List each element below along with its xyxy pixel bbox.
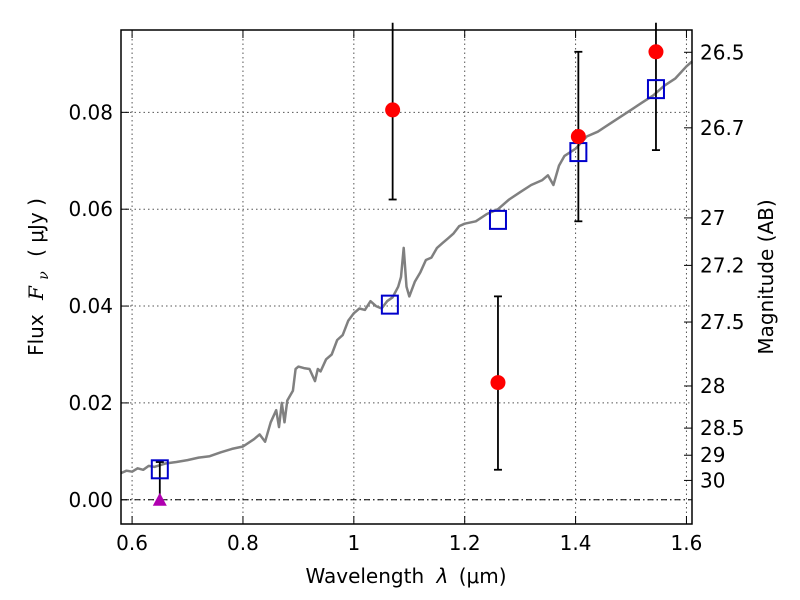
x-tick-label: 1.4 xyxy=(560,531,592,555)
plot-frame xyxy=(120,29,693,525)
y-axis-label: Flux F ν ( μJy ) xyxy=(24,198,53,356)
y-axis-label-subscript: ν xyxy=(36,271,52,280)
y-tick-label: 0.02 xyxy=(68,391,113,415)
x-tick-label: 0.8 xyxy=(227,531,259,555)
y-axis-label-symbol: F xyxy=(24,285,48,301)
y-tick-label: 0.00 xyxy=(68,488,113,512)
y2-tick-label: 26.7 xyxy=(700,116,745,140)
observed-flux-point xyxy=(490,375,506,391)
model-photometry-square xyxy=(646,79,665,100)
x-tick-label: 1 xyxy=(347,531,360,555)
x-tick-label: 0.6 xyxy=(116,531,148,555)
y2-tick-label: 28 xyxy=(700,374,725,398)
y2-tick-label: 27.2 xyxy=(700,253,745,277)
x-tick-label: 1.6 xyxy=(671,531,703,555)
upper-limit-triangle xyxy=(152,492,167,506)
y-tick-label: 0.06 xyxy=(68,197,113,221)
y-tick-label: 0.08 xyxy=(68,100,113,124)
y2-tick-label: 29 xyxy=(700,443,725,467)
x-axis-label-unit: (μm) xyxy=(459,564,507,588)
y2-axis-label: Magnitude (AB) xyxy=(754,199,778,354)
x-tick-label: 1.2 xyxy=(449,531,481,555)
x-axis-label-main: Wavelength xyxy=(305,564,424,588)
y-axis-label-prefix: Flux xyxy=(24,314,48,356)
model-photometry-square xyxy=(150,459,169,480)
axis-ticks: 0.6 0.8 1 1.2 1.4 1.6 0.00 0.02 0.04 0.06 0.08 26.5… xyxy=(68,30,745,555)
y2-tick-label: 26.5 xyxy=(700,40,745,64)
observed-flux-point xyxy=(385,102,401,118)
observed-flux-point xyxy=(570,129,586,145)
y2-tick-label: 27 xyxy=(700,206,725,230)
model-spectrum-line xyxy=(120,60,693,475)
x-axis-label-symbol: λ xyxy=(436,564,449,588)
model-photometry-square xyxy=(380,294,399,315)
model-photometry-square xyxy=(488,209,507,230)
plot-series xyxy=(120,22,693,506)
y2-tick-label: 27.5 xyxy=(700,310,745,334)
y2-tick-label: 28.5 xyxy=(700,416,745,440)
y2-tick-label: 30 xyxy=(700,468,725,492)
y-axis-label-unit: ( μJy ) xyxy=(24,198,48,257)
x-axis-label: Wavelength λ (μm) xyxy=(305,564,506,588)
observed-flux-point xyxy=(648,44,664,60)
y-tick-label: 0.04 xyxy=(68,294,113,318)
